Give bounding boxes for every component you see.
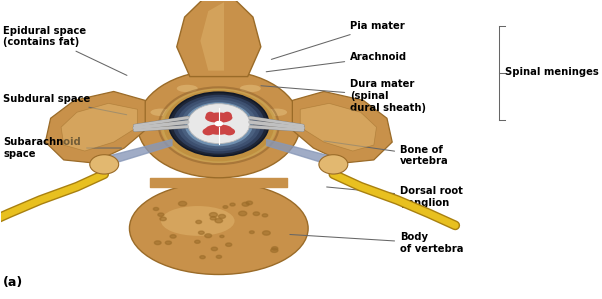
Circle shape <box>215 219 223 223</box>
Ellipse shape <box>240 85 261 92</box>
Circle shape <box>242 202 249 206</box>
Ellipse shape <box>223 112 232 120</box>
Ellipse shape <box>150 109 172 116</box>
Text: Body
of vertebra: Body of vertebra <box>290 232 464 254</box>
Ellipse shape <box>181 100 257 149</box>
Ellipse shape <box>129 182 308 274</box>
Ellipse shape <box>173 95 265 154</box>
Ellipse shape <box>169 92 268 156</box>
Circle shape <box>154 208 159 210</box>
Circle shape <box>271 248 278 252</box>
Circle shape <box>238 211 247 216</box>
Ellipse shape <box>205 124 232 135</box>
Ellipse shape <box>164 90 274 161</box>
Ellipse shape <box>223 128 235 135</box>
Text: Arachnoid: Arachnoid <box>266 52 408 72</box>
Text: Subarachnoid
space: Subarachnoid space <box>4 137 122 159</box>
Circle shape <box>223 206 228 208</box>
Ellipse shape <box>177 85 198 92</box>
Polygon shape <box>300 103 376 151</box>
Circle shape <box>216 255 222 258</box>
Polygon shape <box>177 0 261 77</box>
Text: Subdural space: Subdural space <box>4 94 127 115</box>
Circle shape <box>215 121 223 126</box>
Polygon shape <box>200 2 224 71</box>
Circle shape <box>154 241 161 245</box>
Circle shape <box>210 216 216 220</box>
Circle shape <box>262 214 268 217</box>
Circle shape <box>160 217 166 221</box>
Circle shape <box>249 231 254 234</box>
Circle shape <box>230 203 235 206</box>
Ellipse shape <box>161 206 235 236</box>
Circle shape <box>200 256 205 259</box>
Circle shape <box>220 235 224 238</box>
Ellipse shape <box>185 102 253 146</box>
Circle shape <box>205 234 212 238</box>
Text: Dorsal root
ganglion: Dorsal root ganglion <box>327 186 463 208</box>
Ellipse shape <box>319 155 348 174</box>
Ellipse shape <box>205 112 232 123</box>
Text: Dura mater
(spinal
dural sheath): Dura mater (spinal dural sheath) <box>261 79 426 112</box>
Ellipse shape <box>90 155 119 174</box>
Circle shape <box>199 231 204 234</box>
Circle shape <box>170 235 176 238</box>
Ellipse shape <box>202 128 214 135</box>
Text: Epidural space
(contains fat): Epidural space (contains fat) <box>4 26 127 75</box>
Text: Spinal meninges: Spinal meninges <box>505 67 599 77</box>
Circle shape <box>196 220 202 224</box>
Circle shape <box>209 213 217 217</box>
Polygon shape <box>45 91 145 163</box>
Polygon shape <box>61 103 137 151</box>
Ellipse shape <box>188 104 250 144</box>
Ellipse shape <box>206 112 215 120</box>
Circle shape <box>166 241 172 245</box>
Circle shape <box>211 247 217 251</box>
Circle shape <box>158 213 164 216</box>
Ellipse shape <box>177 97 261 151</box>
Circle shape <box>179 201 187 206</box>
Circle shape <box>253 212 259 216</box>
Circle shape <box>219 214 226 219</box>
Text: Bone of
vertebra: Bone of vertebra <box>324 141 449 166</box>
Polygon shape <box>293 91 393 163</box>
Circle shape <box>272 247 278 250</box>
Circle shape <box>194 240 200 243</box>
Circle shape <box>246 201 253 205</box>
Circle shape <box>262 231 270 235</box>
Text: Pia mater: Pia mater <box>272 21 405 60</box>
Ellipse shape <box>161 89 276 163</box>
Circle shape <box>226 243 232 246</box>
Ellipse shape <box>266 109 287 116</box>
Text: (a): (a) <box>4 276 23 289</box>
Ellipse shape <box>137 71 300 178</box>
